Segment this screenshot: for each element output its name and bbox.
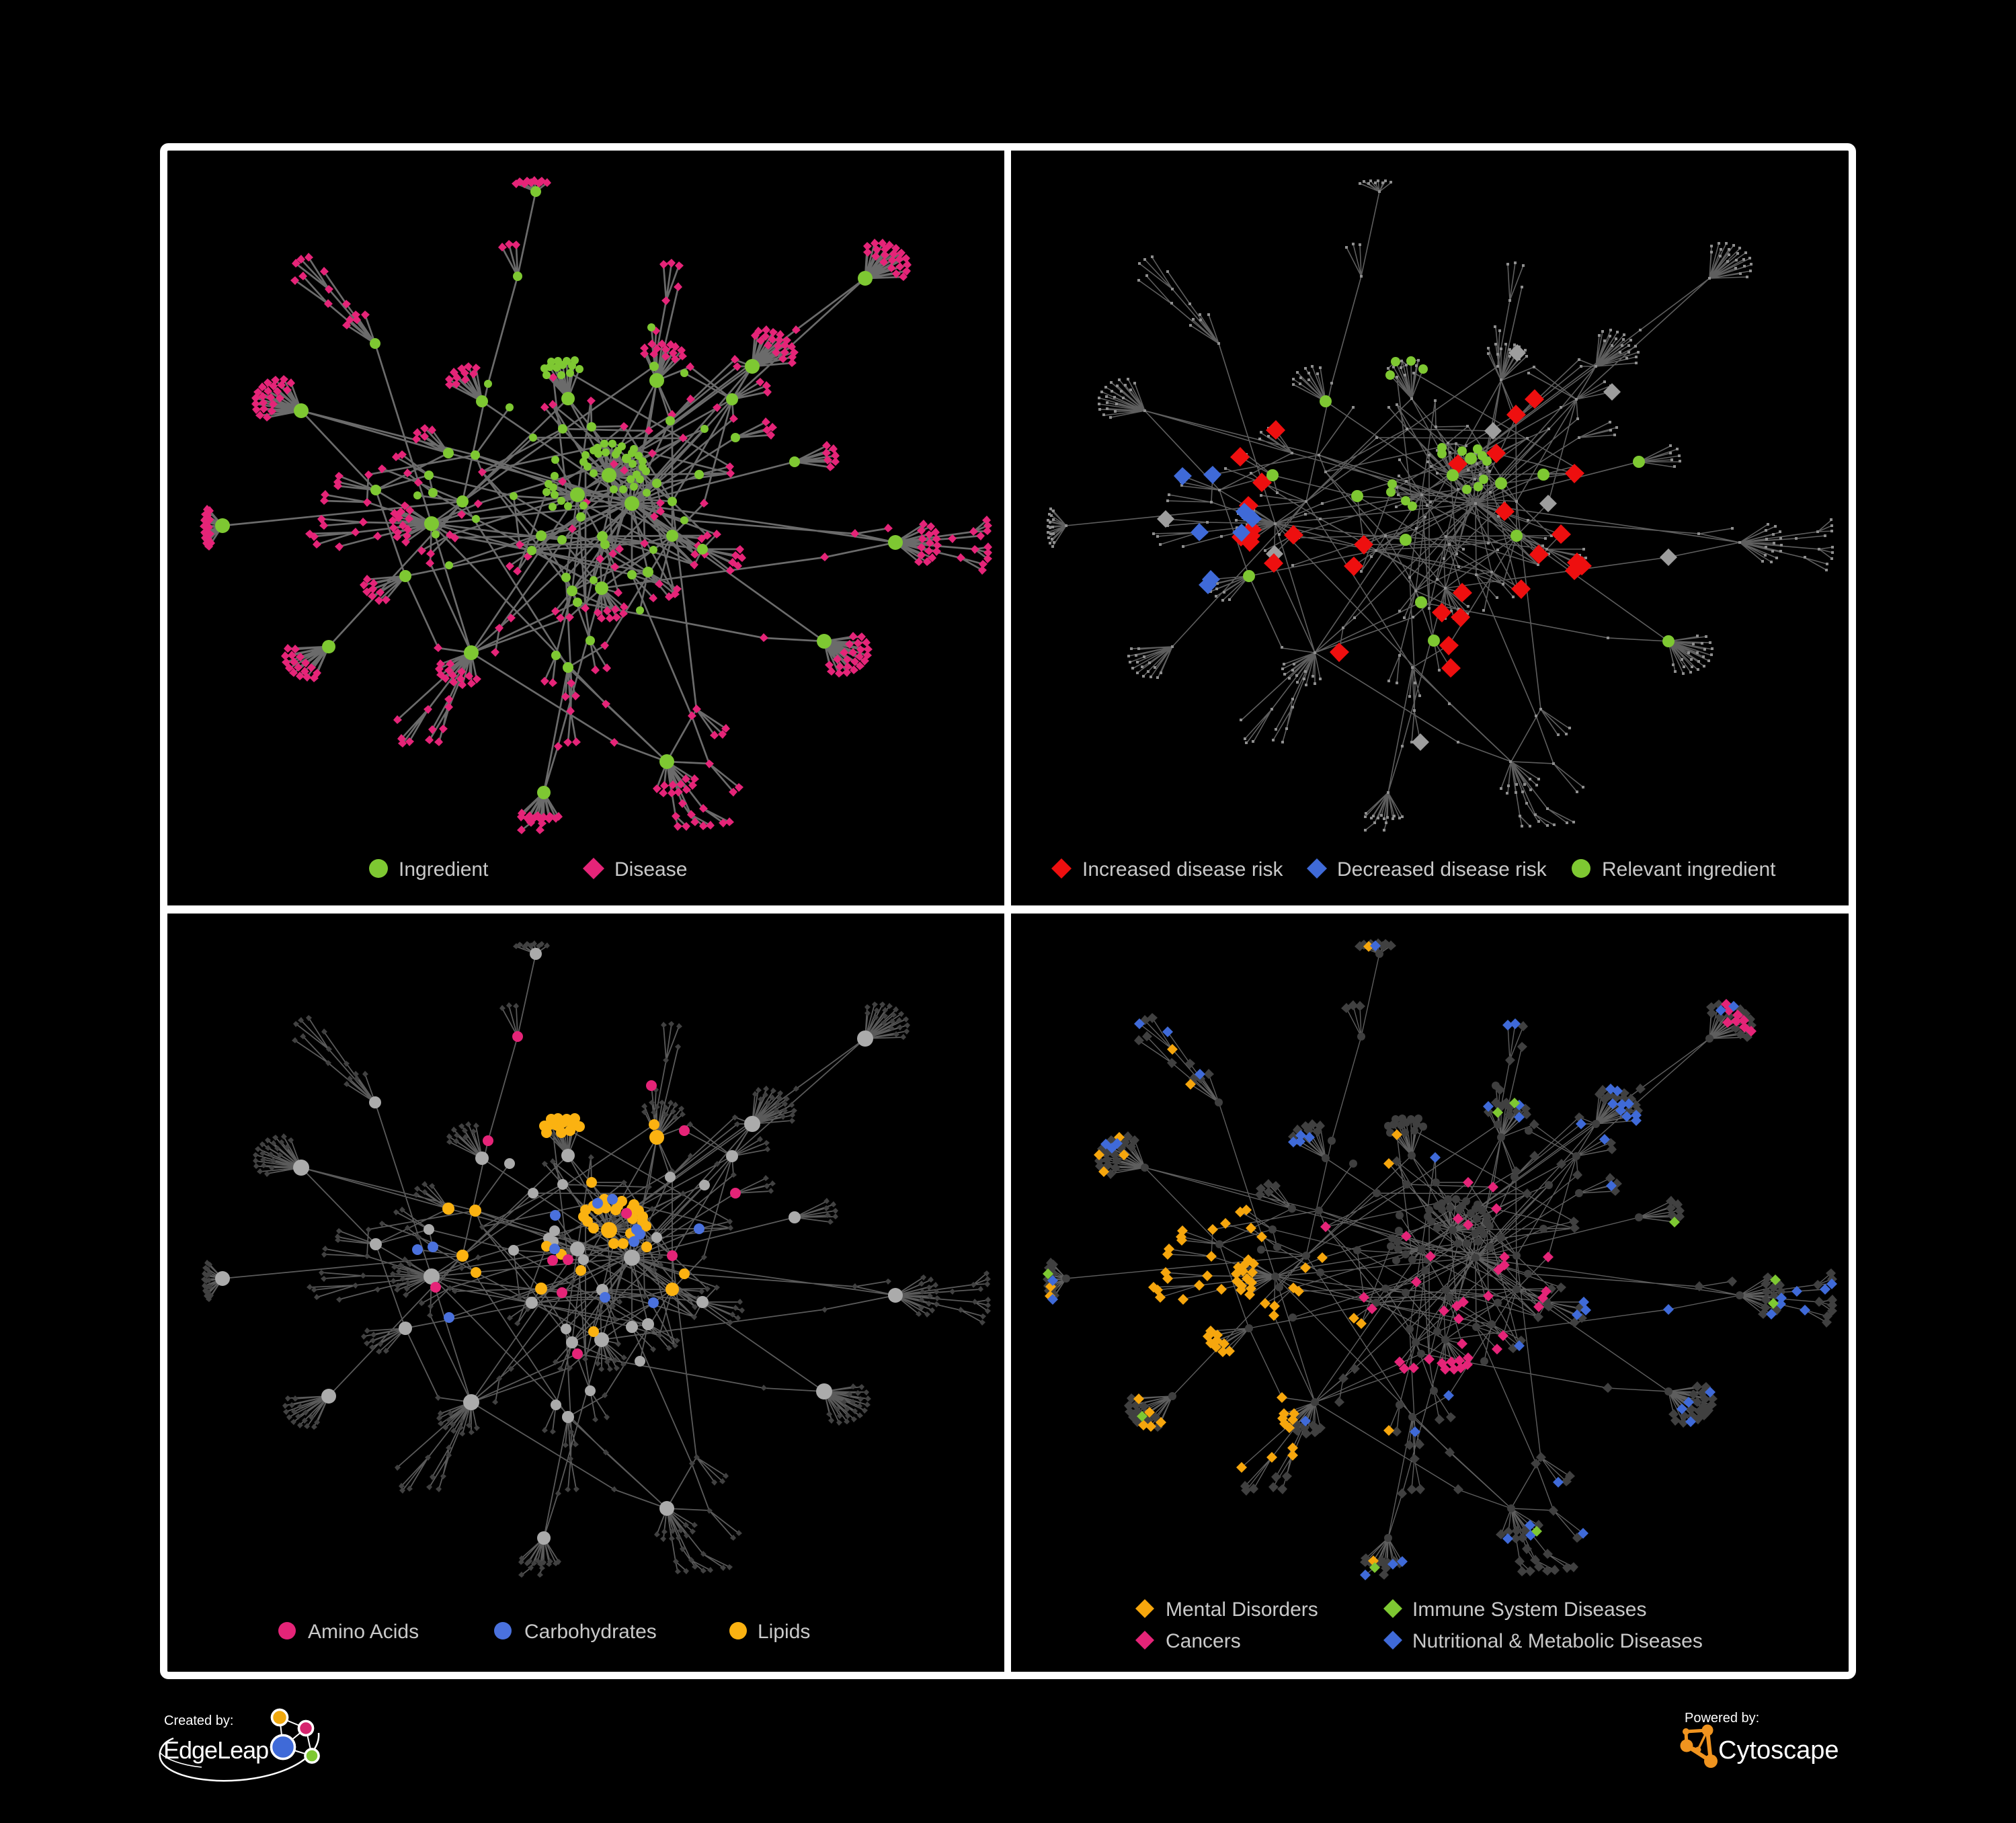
svg-text:Increased disease risk: Increased disease risk bbox=[1082, 858, 1283, 881]
svg-text:Immune System Diseases: Immune System Diseases bbox=[1412, 1598, 1646, 1621]
svg-text:Decreased disease risk: Decreased disease risk bbox=[1337, 858, 1547, 881]
svg-text:Carbohydrates: Carbohydrates bbox=[524, 1621, 657, 1643]
svg-text:Lipids: Lipids bbox=[758, 1621, 810, 1643]
svg-text:Amino Acids: Amino Acids bbox=[308, 1621, 419, 1643]
svg-text:Nutritional & Metabolic Diseas: Nutritional & Metabolic Diseases bbox=[1412, 1630, 1703, 1652]
svg-text:Ingredient: Ingredient bbox=[399, 858, 489, 881]
svg-text:Cancers: Cancers bbox=[1166, 1630, 1241, 1652]
svg-text:Disease: Disease bbox=[614, 858, 687, 881]
svg-text:Relevant ingredient: Relevant ingredient bbox=[1602, 858, 1776, 881]
svg-text:Cytoscape: Cytoscape bbox=[1718, 1736, 1839, 1765]
svg-text:EdgeLeap: EdgeLeap bbox=[163, 1736, 268, 1764]
svg-text:Mental Disorders: Mental Disorders bbox=[1166, 1598, 1318, 1621]
svg-text:Created by:: Created by: bbox=[164, 1713, 233, 1728]
svg-text:Powered by:: Powered by: bbox=[1685, 1711, 1759, 1726]
